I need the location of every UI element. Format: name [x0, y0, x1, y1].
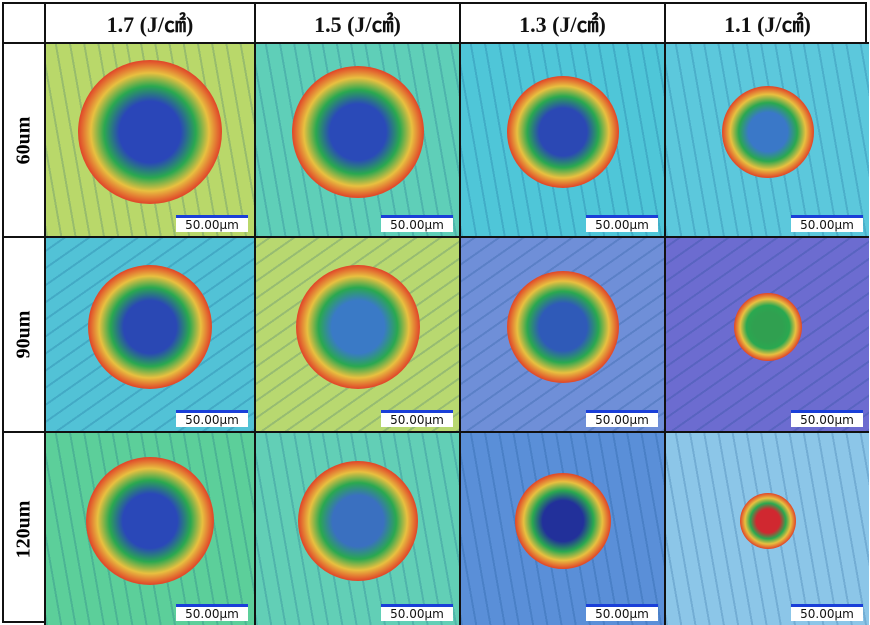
- scale-bar-label: 50.00μm: [791, 413, 863, 427]
- micrograph-cell: 50.00μm: [666, 44, 869, 238]
- column-header: 1.1 (J/㎠): [666, 4, 869, 44]
- micrograph-cell: 50.00μm: [666, 238, 869, 433]
- micrograph-cell: 50.00μm: [46, 44, 256, 238]
- micrograph-cell: 50.00μm: [256, 238, 461, 433]
- ablation-crater: [291, 66, 424, 199]
- row-header: 60um: [4, 44, 46, 238]
- scale-bar-line: [791, 604, 863, 607]
- scale-bar: 50.00μm: [586, 410, 658, 427]
- ablation-crater: [733, 292, 802, 361]
- ablation-crater: [86, 457, 214, 586]
- scale-bar-label: 50.00μm: [176, 218, 248, 232]
- ablation-crater: [506, 76, 619, 189]
- micrograph-cell: 50.00μm: [461, 44, 666, 238]
- row-label: 60um: [12, 116, 35, 164]
- micrograph-cell: 50.00μm: [46, 433, 256, 625]
- scale-bar-line: [586, 604, 658, 607]
- row-label: 120um: [12, 500, 35, 558]
- scale-bar-line: [586, 215, 658, 218]
- corner-cell: [4, 4, 46, 44]
- scale-bar-label: 50.00μm: [176, 413, 248, 427]
- scale-bar-label: 50.00μm: [176, 607, 248, 621]
- row-header: 90um: [4, 238, 46, 433]
- scale-bar: 50.00μm: [176, 215, 248, 232]
- scale-bar-label: 50.00μm: [586, 607, 658, 621]
- scale-bar-line: [381, 215, 453, 218]
- scale-bar: 50.00μm: [791, 410, 863, 427]
- ablation-crater: [88, 264, 212, 389]
- scale-bar-line: [176, 215, 248, 218]
- scale-bar: 50.00μm: [381, 410, 453, 427]
- micrograph-cell: 50.00μm: [46, 238, 256, 433]
- scale-bar-line: [586, 410, 658, 413]
- scale-bar-label: 50.00μm: [381, 413, 453, 427]
- ablation-crater: [721, 86, 814, 179]
- scale-bar-line: [791, 410, 863, 413]
- scale-bar: 50.00μm: [791, 604, 863, 621]
- ablation-crater: [739, 493, 796, 550]
- ablation-crater: [78, 60, 222, 205]
- scale-bar-line: [791, 215, 863, 218]
- scale-bar-label: 50.00μm: [381, 218, 453, 232]
- column-header: 1.3 (J/㎠): [461, 4, 666, 44]
- scale-bar: 50.00μm: [381, 604, 453, 621]
- row-header: 120um: [4, 433, 46, 625]
- ablation-crater: [297, 461, 418, 582]
- scale-bar-line: [381, 410, 453, 413]
- scale-bar: 50.00μm: [176, 604, 248, 621]
- micrograph-cell: 50.00μm: [461, 433, 666, 625]
- ablation-crater: [506, 270, 619, 383]
- micrograph-cell: 50.00μm: [256, 433, 461, 625]
- scale-bar: 50.00μm: [176, 410, 248, 427]
- column-header: 1.5 (J/㎠): [256, 4, 461, 44]
- scale-bar: 50.00μm: [586, 215, 658, 232]
- scale-bar-label: 50.00μm: [381, 607, 453, 621]
- scale-bar: 50.00μm: [586, 604, 658, 621]
- micrograph-cell: 50.00μm: [461, 238, 666, 433]
- scale-bar-label: 50.00μm: [586, 413, 658, 427]
- micrograph-cell: 50.00μm: [256, 44, 461, 238]
- column-header: 1.7 (J/㎠): [46, 4, 256, 44]
- scale-bar: 50.00μm: [791, 215, 863, 232]
- micrograph-cell: 50.00μm: [666, 433, 869, 625]
- scale-bar-line: [176, 410, 248, 413]
- scale-bar-label: 50.00μm: [791, 607, 863, 621]
- scale-bar-label: 50.00μm: [586, 218, 658, 232]
- row-label: 90um: [12, 310, 35, 359]
- scale-bar-label: 50.00μm: [791, 218, 863, 232]
- scale-bar: 50.00μm: [381, 215, 453, 232]
- ablation-crater: [295, 264, 420, 389]
- scale-bar-line: [381, 604, 453, 607]
- ablation-crater: [514, 473, 611, 570]
- scale-bar-line: [176, 604, 248, 607]
